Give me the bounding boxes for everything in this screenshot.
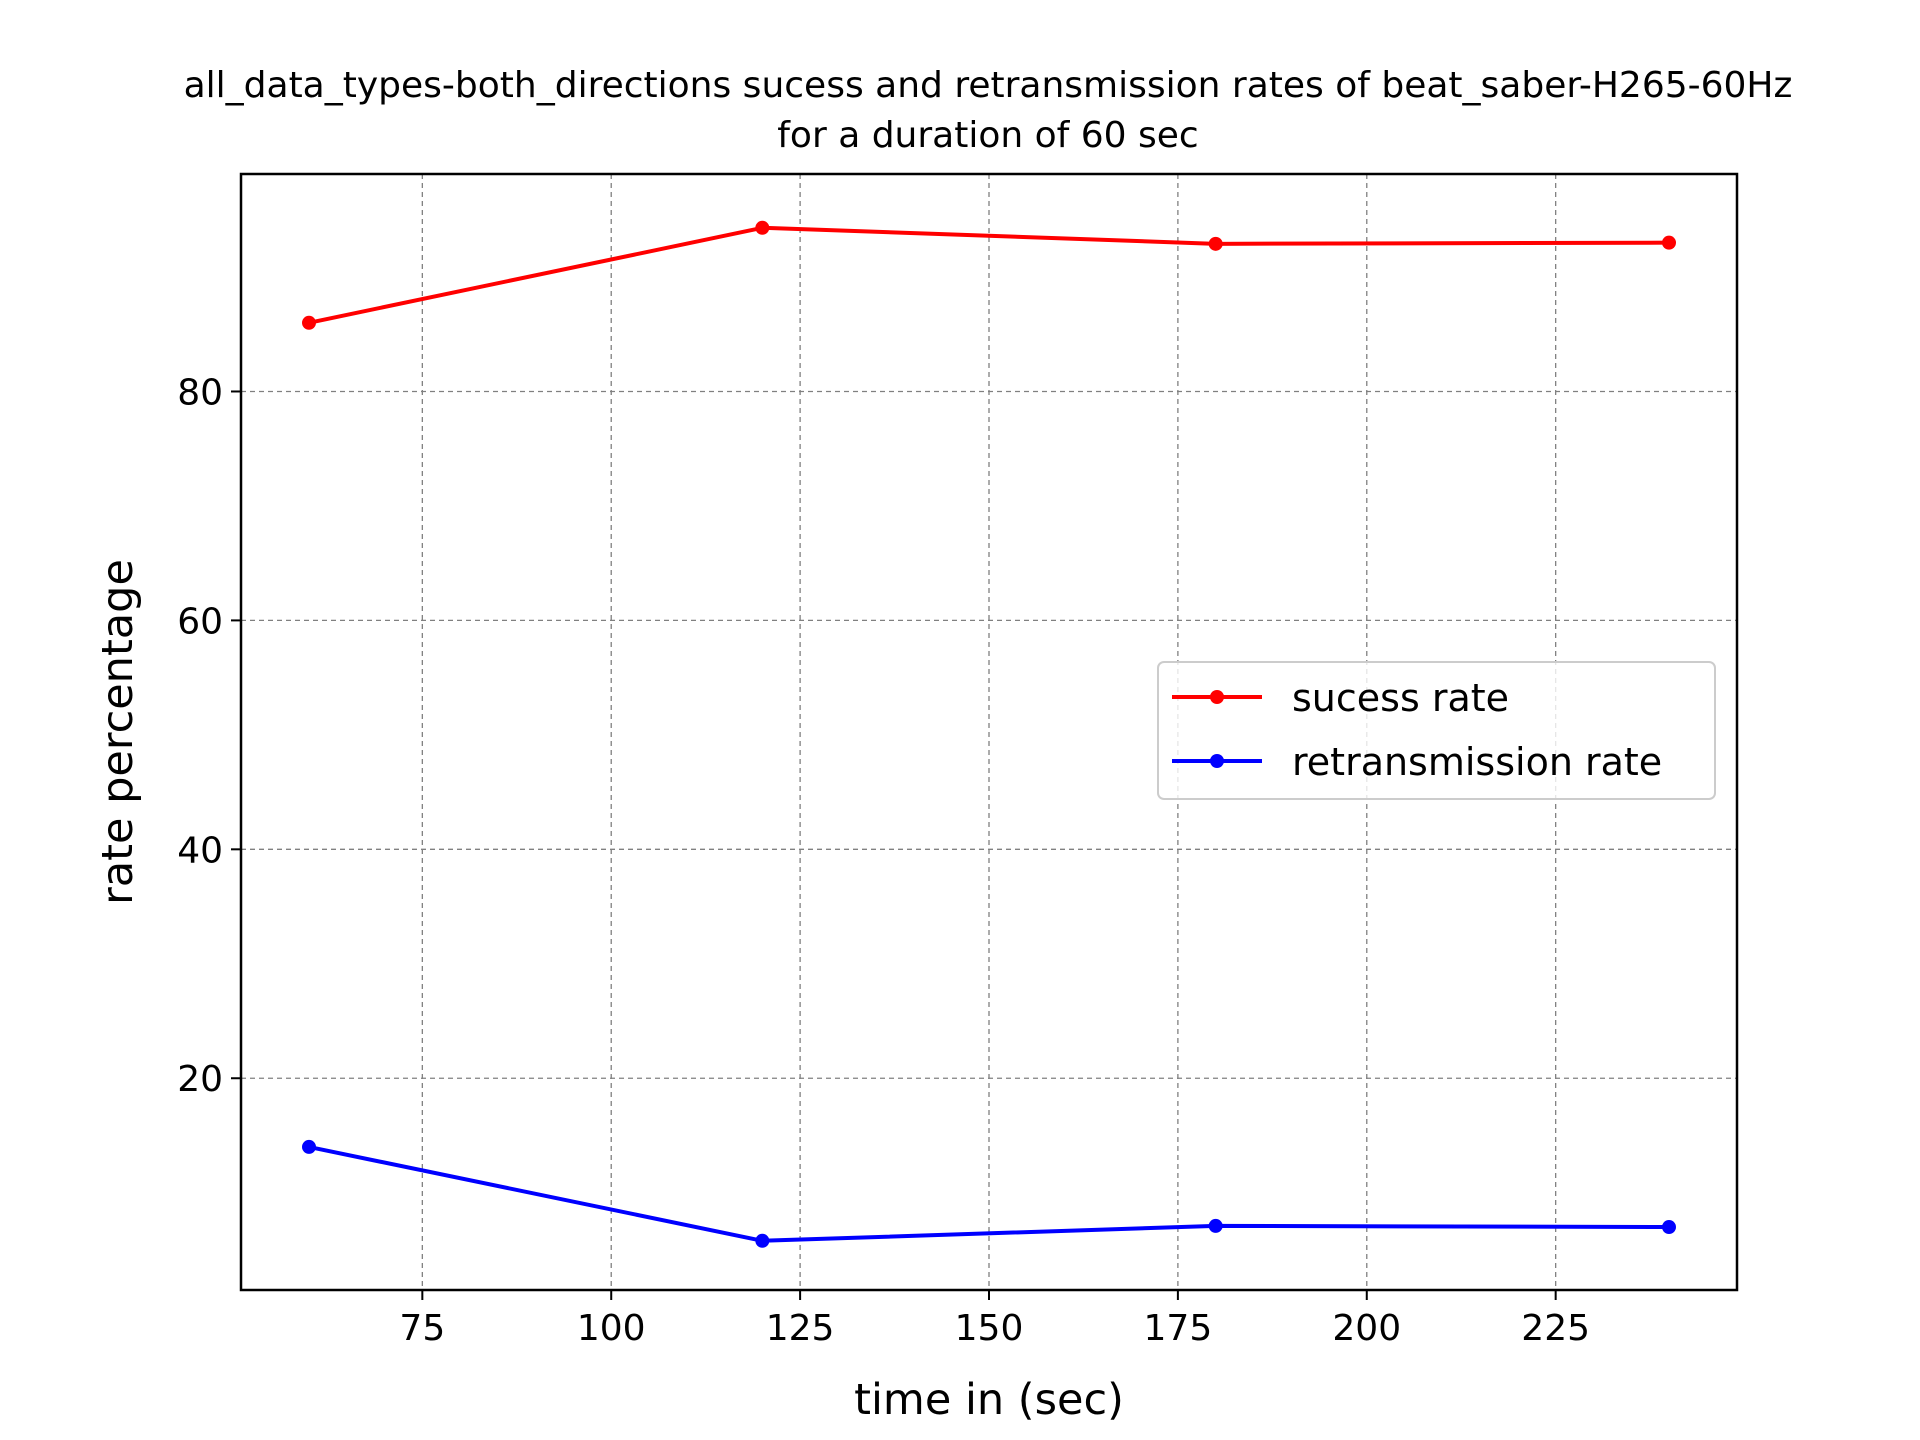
x-tick-label: 200: [1332, 1308, 1401, 1349]
series-group: [302, 220, 1676, 1248]
y-tick-label: 80: [177, 372, 223, 413]
x-tick-label: 175: [1144, 1308, 1213, 1349]
series-1-point: [755, 1233, 770, 1248]
y-tick-label: 40: [177, 830, 223, 871]
y-tick-label: 20: [177, 1059, 223, 1100]
series-1-point: [302, 1139, 316, 1154]
series-line-1: [308, 1144, 1670, 1243]
x-tick-label: 125: [766, 1308, 835, 1349]
series-0-point: [1208, 236, 1223, 251]
legend: sucess rate retransmission rate: [1157, 661, 1716, 800]
x-axis-label: time in (sec): [854, 1375, 1124, 1425]
legend-marker-success: [1210, 690, 1224, 704]
x-tick-label: 150: [955, 1308, 1024, 1349]
chart-title-line-2: for a duration of 60 sec: [777, 115, 1198, 156]
y-axis-label: rate percentage: [93, 559, 143, 905]
chart-title-line-1: all_data_types-both_directions sucess an…: [184, 65, 1793, 106]
series-0-point: [302, 315, 316, 330]
legend-label-success: sucess rate: [1292, 676, 1509, 720]
series-0-point: [755, 220, 770, 235]
x-tick-label: 75: [399, 1308, 445, 1349]
legend-marker-retransmission: [1210, 754, 1224, 768]
series-line-0: [308, 225, 1670, 325]
legend-frame: [1157, 661, 1716, 800]
legend-label-retransmission: retransmission rate: [1292, 740, 1662, 784]
y-tick-label: 60: [177, 601, 223, 642]
x-tick-label: 100: [577, 1308, 646, 1349]
series-1-point: [1662, 1220, 1676, 1235]
series-0-point: [1662, 235, 1676, 250]
ticks: 75 100 125 150 175 200 225 20 40 60 80: [177, 372, 1590, 1349]
x-tick-label: 225: [1521, 1308, 1590, 1349]
grid: [241, 174, 1737, 1290]
series-1-point: [1208, 1218, 1223, 1233]
